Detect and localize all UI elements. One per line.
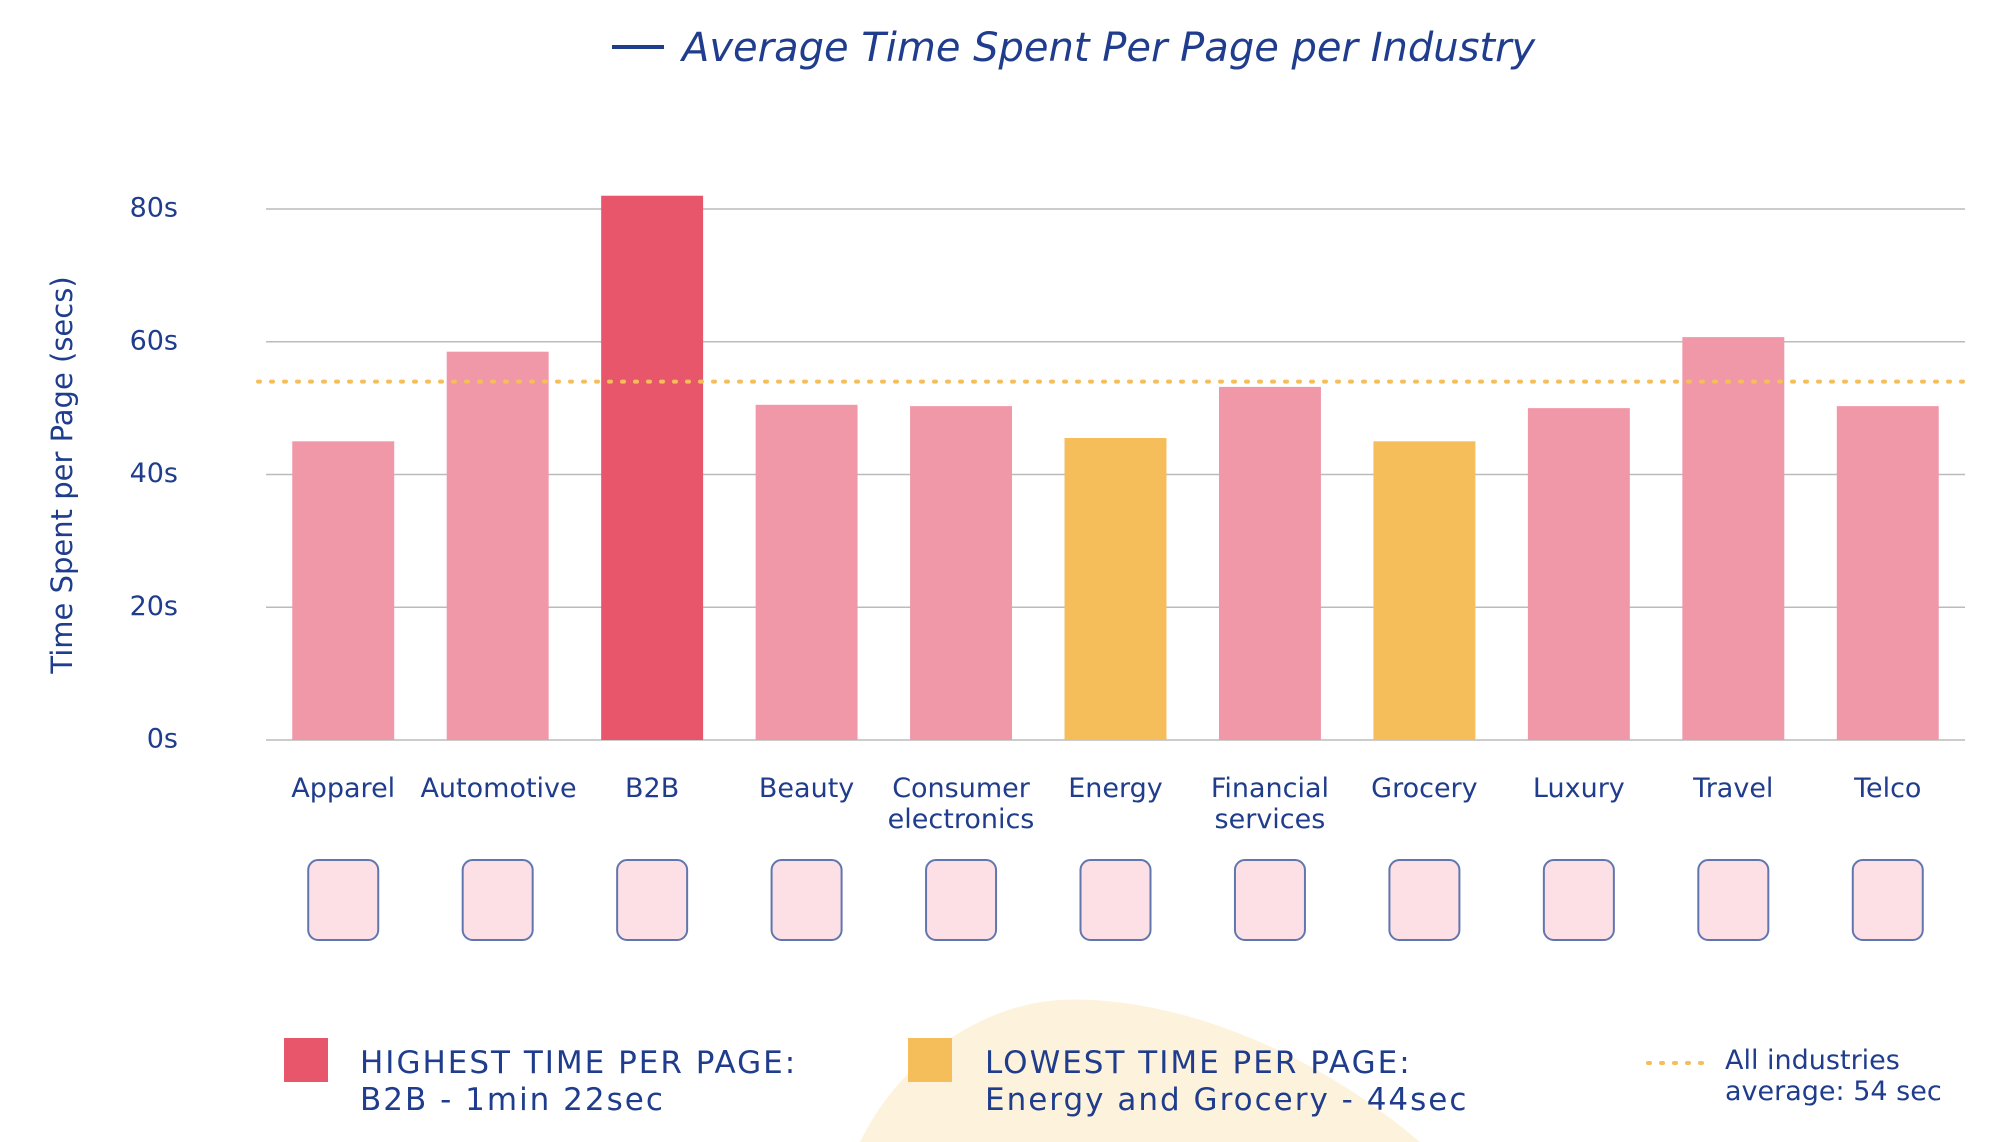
legend-title: LOWEST TIME PER PAGE: [985, 1045, 1412, 1081]
bar [1218, 386, 1321, 740]
y-tick-label: 40s [130, 458, 178, 489]
bar [446, 351, 549, 740]
category-icon [1233, 859, 1306, 941]
chart-title: Average Time Spent Per Page per Industry [679, 25, 1537, 71]
category-icon [925, 859, 998, 941]
legend-text: Energy and Grocery - 44sec [985, 1082, 1469, 1118]
category-icon [1079, 859, 1152, 941]
x-tick-label: Beauty [758, 773, 855, 804]
legend-title: HIGHEST TIME PER PAGE: [360, 1045, 798, 1081]
x-tick-label: Consumer electronics [887, 773, 1035, 835]
bar [1527, 408, 1630, 740]
bar [1836, 406, 1939, 740]
x-tick-label: Automotive [420, 773, 577, 804]
bar [910, 406, 1013, 740]
bar [1682, 337, 1785, 740]
x-tick-label: Apparel [291, 773, 396, 804]
y-tick-label: 60s [130, 325, 178, 356]
category-icon [770, 859, 843, 941]
category-icon [461, 859, 534, 941]
legend-swatch [908, 1038, 952, 1082]
average-legend-label: All industries average: 54 sec [1725, 1045, 1942, 1107]
y-tick-label: 20s [130, 591, 178, 622]
x-tick-label: Telco [1854, 773, 1922, 804]
bar [1064, 437, 1167, 740]
category-icon [616, 859, 689, 941]
legend-swatch [284, 1038, 328, 1082]
category-icon [307, 859, 380, 941]
x-tick-label: Financial services [1210, 773, 1330, 835]
category-icon [1851, 859, 1924, 941]
category-icon [1697, 859, 1770, 941]
bar [292, 441, 395, 740]
bar [601, 195, 704, 741]
x-tick-label: B2B [625, 773, 680, 804]
legend-text: B2B - 1min 22sec [360, 1082, 665, 1118]
y-tick-label: 80s [130, 193, 178, 224]
background-blob [860, 999, 1420, 1142]
category-icon [1542, 859, 1615, 941]
bar [755, 404, 858, 740]
x-tick-label: Grocery [1371, 773, 1478, 804]
y-tick-label: 0s [147, 724, 178, 755]
x-tick-label: Energy [1068, 773, 1163, 804]
x-tick-label: Luxury [1532, 773, 1625, 804]
category-icon [1388, 859, 1461, 941]
bar [1373, 441, 1476, 740]
y-axis-label: Time Spent per Page (secs) [45, 276, 79, 674]
x-tick-label: Travel [1693, 773, 1774, 804]
